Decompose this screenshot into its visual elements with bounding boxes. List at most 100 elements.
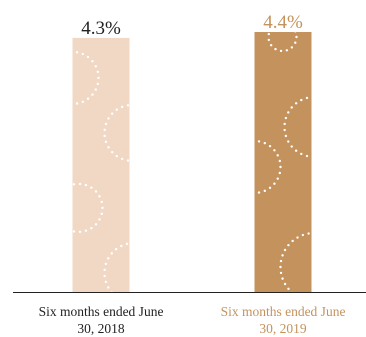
bar-1-dot bbox=[283, 282, 287, 286]
bar-0-dot bbox=[139, 105, 141, 107]
category-label-1: Six months ended June 30, 2019 bbox=[221, 304, 346, 336]
bar-1-dot bbox=[305, 154, 309, 158]
bar-0-dot bbox=[154, 293, 156, 295]
bar-1-dot bbox=[235, 185, 237, 187]
bar-0-dot bbox=[100, 200, 103, 204]
bar-0-dot bbox=[110, 150, 114, 154]
bar-1-dot bbox=[343, 126, 345, 128]
bar-1-dot bbox=[338, 109, 340, 111]
bar-0-dot bbox=[126, 159, 130, 162]
bar-1-pattern bbox=[229, 32, 349, 292]
bar-0-dot bbox=[101, 206, 104, 210]
bar-1-dot bbox=[324, 98, 326, 100]
category-label-0-line-0: Six months ended June bbox=[39, 304, 164, 319]
bar-1-dot bbox=[334, 104, 336, 106]
bar-1-dot bbox=[232, 152, 234, 154]
bar-0-dot bbox=[144, 244, 146, 246]
bar-0-dot bbox=[138, 242, 140, 244]
bar-0-dot bbox=[55, 198, 57, 200]
bar-1-dot bbox=[240, 143, 242, 145]
bar-0-dot bbox=[91, 93, 94, 96]
category-label-0: Six months ended June 30, 2018 bbox=[39, 304, 164, 336]
bar-1-dot bbox=[301, 233, 305, 237]
bar-1-dot bbox=[276, 154, 279, 157]
bar-0-dot bbox=[84, 183, 88, 187]
bar-1-dot bbox=[292, 291, 294, 292]
bar-0-dot bbox=[94, 223, 98, 226]
bar-0-dot bbox=[94, 190, 98, 193]
bar-0-dot bbox=[126, 104, 130, 107]
bar-0-dot bbox=[115, 108, 118, 111]
labels-layer: 4.3% Six months ended June 30, 2018 4.4% Six… bbox=[39, 12, 346, 336]
bar-0-dot bbox=[154, 149, 156, 151]
bar-0-dot bbox=[100, 212, 103, 216]
bar-0-dot bbox=[103, 268, 106, 272]
bar-0-dot bbox=[114, 247, 118, 251]
bar-0-dot bbox=[97, 76, 100, 80]
bar-1-dot bbox=[290, 106, 293, 109]
bar-0-dot bbox=[149, 153, 151, 155]
bar-1-dot bbox=[347, 266, 349, 268]
bar-1-dot bbox=[232, 180, 234, 182]
bar-0-dot bbox=[72, 183, 76, 186]
bar-0-dot bbox=[107, 117, 110, 120]
bar-1-dot bbox=[290, 46, 294, 49]
bar-0-dot bbox=[94, 88, 97, 91]
bar-0-dot bbox=[107, 257, 110, 260]
bar-1-dot bbox=[278, 159, 281, 163]
bar-0-dot bbox=[125, 242, 129, 246]
bar-0-dot bbox=[154, 115, 156, 117]
bar-1-dot bbox=[274, 47, 277, 51]
bar-0-dot bbox=[81, 100, 85, 103]
bar-0-dot bbox=[90, 226, 93, 230]
bar-1-dot bbox=[343, 283, 345, 285]
bar-1-dot bbox=[276, 177, 279, 180]
bar-0-dot bbox=[115, 295, 117, 297]
bar-0-dot bbox=[98, 195, 101, 198]
bar-0-dot bbox=[144, 156, 146, 158]
bar-1-dot bbox=[257, 140, 261, 143]
bar-0-dot bbox=[104, 122, 108, 126]
bar-1-dot bbox=[279, 271, 283, 275]
bar-1-dot bbox=[294, 41, 297, 44]
bar-1-dot bbox=[240, 188, 242, 190]
bar-1-dot bbox=[318, 96, 320, 98]
bar-0-dot bbox=[163, 278, 165, 280]
bar-1-dot bbox=[269, 44, 273, 47]
bar-1-dot bbox=[319, 232, 321, 234]
bar-0-dot bbox=[161, 284, 163, 286]
bar-1-dot bbox=[284, 134, 288, 138]
bar-0-dot bbox=[53, 96, 55, 98]
bar-0-dot bbox=[70, 103, 72, 105]
bar-1-dot bbox=[278, 171, 281, 175]
bar-1-dot bbox=[324, 154, 326, 156]
bar-1-dot bbox=[290, 145, 293, 148]
bar-0-dot bbox=[107, 286, 110, 289]
bar-1-dot bbox=[329, 100, 331, 102]
bar-1-dot bbox=[338, 143, 340, 145]
bar-1-dot bbox=[300, 98, 303, 102]
bar-0-dot bbox=[104, 262, 108, 266]
bar-1-dot bbox=[329, 151, 331, 153]
bar-1-dot bbox=[345, 277, 347, 279]
bar-1-dot bbox=[312, 96, 314, 98]
bar-0-dot bbox=[94, 65, 97, 68]
bar-1-rect bbox=[254, 32, 312, 292]
bar-1-dot bbox=[287, 140, 290, 143]
bar-0-dot bbox=[53, 210, 55, 212]
bar-0-dot bbox=[110, 291, 113, 293]
bar-0-dot bbox=[154, 250, 156, 252]
bar-0-dot bbox=[120, 157, 124, 161]
bar-0-dot bbox=[86, 97, 90, 100]
bar-0-rect bbox=[72, 37, 130, 293]
bar-0-dot bbox=[78, 230, 82, 234]
bar-0-dot bbox=[58, 54, 60, 56]
bar-0-dot bbox=[86, 55, 90, 59]
bar-0-dot bbox=[47, 86, 49, 88]
bar-0-dot bbox=[70, 51, 72, 53]
bar-0-dot bbox=[96, 82, 100, 86]
bar-1-dot bbox=[229, 175, 231, 177]
bar-1-dot bbox=[335, 240, 337, 242]
bar-1-dot bbox=[300, 152, 303, 156]
bar-0-dot bbox=[64, 52, 66, 54]
